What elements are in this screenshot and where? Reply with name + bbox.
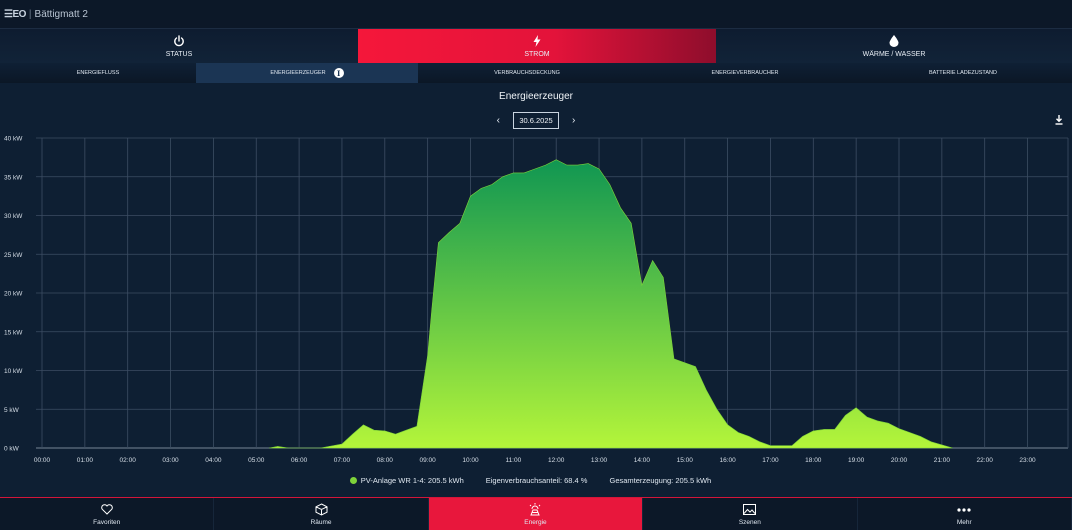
pv-area-series <box>269 159 953 449</box>
y-tick-label: 0 kW <box>4 446 20 453</box>
sub-tabs: ENERGIEFLUSS ENERGIEERZEUGER i VERBRAUCH… <box>0 63 1072 83</box>
info-icon[interactable]: i <box>333 68 344 78</box>
subtab-energieverbraucher-label: ENERGIEVERBRAUCHER <box>711 70 779 76</box>
prev-day-button[interactable]: ‹ <box>496 114 500 126</box>
legend-pv-label: PV-Anlage WR 1-4: 205.5 kWh <box>360 476 464 485</box>
x-tick-label: 13:00 <box>591 457 608 464</box>
x-tick-label: 01:00 <box>77 457 94 464</box>
lightning-icon <box>533 35 541 48</box>
chart-title: Energieerzeuger <box>499 91 573 102</box>
tab-status-label: STATUS <box>165 50 193 58</box>
date-picker[interactable]: 30.6.2025 <box>513 111 559 129</box>
subtab-energieerzeuger[interactable]: ENERGIEERZEUGER i <box>196 63 418 83</box>
x-tick-label: 05:00 <box>248 457 265 464</box>
x-tick-label: 11:00 <box>505 457 521 464</box>
nav-raeume-label: Räume <box>310 518 332 526</box>
nav-mehr[interactable]: Mehr <box>858 498 1072 530</box>
drop-icon <box>889 35 899 48</box>
cube-icon <box>315 503 328 517</box>
x-tick-label: 19:00 <box>848 457 865 464</box>
heart-icon <box>100 503 113 517</box>
subtab-verbrauchsdeckung-label: VERBRAUCHSDECKUNG <box>494 70 560 76</box>
chart-legend: PV-Anlage WR 1-4: 205.5 kWh Eigenverbrau… <box>0 476 1072 485</box>
y-tick-label: 15 kW <box>4 329 23 336</box>
x-tick-label: 07:00 <box>334 457 351 464</box>
energy-icon <box>528 503 542 517</box>
nav-szenen-label: Szenen <box>738 518 761 526</box>
nav-energie-label: Energie <box>524 518 547 526</box>
x-tick-label: 06:00 <box>291 457 308 464</box>
tab-status[interactable]: STATUS <box>0 29 358 63</box>
app-logo: ☰EO <box>4 8 26 20</box>
x-tick-label: 17:00 <box>762 457 779 464</box>
app-title: Bättigmatt 2 <box>34 8 88 20</box>
nav-szenen[interactable]: Szenen <box>643 498 858 530</box>
y-tick-label: 25 kW <box>4 252 23 259</box>
bottom-nav: Favoriten Räume Energie Szenen Mehr <box>0 497 1072 530</box>
download-icon[interactable] <box>1054 114 1064 126</box>
date-navigator: ‹ 30.6.2025 › <box>0 110 1072 130</box>
x-tick-label: 09:00 <box>420 457 437 464</box>
nav-favoriten[interactable]: Favoriten <box>0 498 215 530</box>
x-tick-label: 16:00 <box>719 457 736 464</box>
x-tick-label: 12:00 <box>548 457 565 464</box>
tab-waerme-wasser-label: WÄRME / WASSER <box>862 50 926 58</box>
chart-panel: Energieerzeuger ‹ 30.6.2025 › 0 kW 5 kW 10… <box>0 83 1072 497</box>
x-tick-label: 00:00 <box>34 457 51 464</box>
tab-strom-label: STROM <box>524 50 550 58</box>
nav-energie[interactable]: Energie <box>428 498 644 530</box>
subtab-batterie-ladezustand[interactable]: BATTERIE LADEZUSTAND <box>854 63 1072 83</box>
more-dots-icon <box>957 503 971 517</box>
tab-waerme-wasser[interactable]: WÄRME / WASSER <box>716 29 1072 63</box>
y-tick-label: 35 kW <box>4 174 23 181</box>
power-icon <box>173 35 185 48</box>
x-tick-label: 02:00 <box>120 457 137 464</box>
subtab-energieerzeuger-label: ENERGIEERZEUGER <box>270 70 326 76</box>
y-tick-label: 5 kW <box>4 407 20 414</box>
subtab-verbrauchsdeckung[interactable]: VERBRAUCHSDECKUNG <box>418 63 636 83</box>
legend-dot <box>349 477 357 484</box>
legend-item-pv[interactable]: PV-Anlage WR 1-4: 205.5 kWh <box>349 476 464 485</box>
x-tick-label: 04:00 <box>205 457 222 464</box>
next-day-button[interactable]: › <box>572 114 576 126</box>
subtab-batterie-ladezustand-label: BATTERIE LADEZUSTAND <box>929 70 997 76</box>
top-bar: ☰EO | Bättigmatt 2 <box>0 0 1072 29</box>
x-tick-label: 10:00 <box>462 457 479 464</box>
subtab-energiefluss-label: ENERGIEFLUSS <box>76 70 120 76</box>
legend-total: Gesamterzeugung: 205.5 kWh <box>609 476 712 485</box>
title-separator: | <box>28 8 32 20</box>
nav-favoriten-label: Favoriten <box>93 518 121 526</box>
nav-mehr-label: Mehr <box>956 518 972 526</box>
x-tick-label: 23:00 <box>1019 457 1036 464</box>
legend-self-consumption: Eigenverbrauchsanteil: 68.4 % <box>485 476 588 485</box>
subtab-energiefluss[interactable]: ENERGIEFLUSS <box>0 63 196 83</box>
y-tick-label: 10 kW <box>4 368 23 375</box>
tab-strom[interactable]: STROM <box>358 29 716 63</box>
x-tick-label: 03:00 <box>162 457 179 464</box>
picture-icon <box>743 503 757 517</box>
x-tick-label: 20:00 <box>891 457 908 464</box>
y-tick-label: 30 kW <box>4 213 23 220</box>
x-tick-label: 18:00 <box>805 457 822 464</box>
energy-chart: 0 kW 5 kW 10 kW 15 kW 20 kW 25 kW 30 kW 35 kW 40… <box>4 136 1069 464</box>
x-tick-label: 22:00 <box>977 457 994 464</box>
y-tick-label: 40 kW <box>4 136 23 143</box>
x-tick-label: 08:00 <box>377 457 394 464</box>
x-tick-label: 14:00 <box>634 457 651 464</box>
subtab-energieverbraucher[interactable]: ENERGIEVERBRAUCHER <box>636 63 854 83</box>
nav-raeume[interactable]: Räume <box>214 498 429 530</box>
x-tick-label: 21:00 <box>934 457 951 464</box>
main-tabs: STATUS STROM WÄRME / WASSER <box>0 29 1072 63</box>
y-tick-label: 20 kW <box>4 291 23 298</box>
x-tick-label: 15:00 <box>677 457 694 464</box>
